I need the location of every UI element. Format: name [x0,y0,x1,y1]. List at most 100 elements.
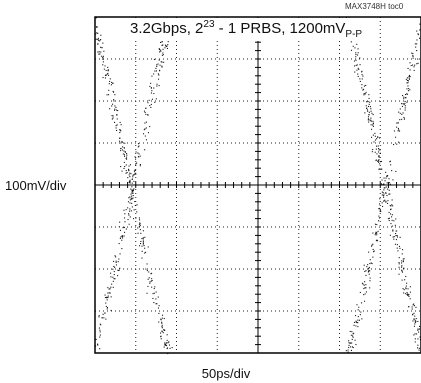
trace-sample [110,309,112,311]
trace-sample [363,288,365,290]
trace-sample [145,121,147,123]
trace-sample [150,273,152,275]
trace-sample [379,203,381,205]
trace-sample [165,45,167,47]
trace-sample [355,52,357,54]
trace-sample [169,347,171,349]
trace-sample [121,248,123,250]
trace-sample [120,124,122,126]
trace-sample [356,304,358,306]
trace-sample [117,261,119,263]
trace-sample [390,223,392,225]
trace-sample [359,57,361,59]
trace-sample [401,265,403,267]
trace-sample [359,314,361,316]
trace-sample [417,347,419,349]
trace-sample [161,317,163,319]
trace-sample [369,106,371,108]
trace-sample [385,200,387,202]
trace-sample [132,176,134,178]
trace-sample [126,156,128,158]
trace-sample [129,199,131,201]
trace-sample [152,297,154,299]
trace-sample [156,64,158,66]
trace-sample [104,65,106,67]
trace-sample [385,192,387,194]
trace-sample [381,191,383,193]
trace-sample [378,151,380,153]
plot-frame [94,16,421,354]
trace-sample [357,322,359,324]
trace-sample [116,118,118,120]
trace-sample [121,239,123,241]
trace-sample [392,230,394,232]
trace-sample [159,51,161,53]
trace-sample [133,174,135,176]
trace-sample [357,309,359,311]
trace-sample [387,202,389,204]
trace-sample [407,90,409,92]
trace-sample [113,91,115,93]
trace-sample [107,292,109,294]
trace-sample [401,260,403,262]
trace-sample [124,155,126,157]
trace-sample [130,198,132,200]
trace-sample [129,172,131,174]
trace-sample [102,61,104,63]
trace-sample [365,105,367,107]
trace-sample [99,53,101,55]
trace-sample [132,197,134,199]
trace-sample [134,172,136,174]
trace-sample [383,177,385,179]
trace-sample [408,77,410,79]
trace-sample [362,75,364,77]
trace-sample [391,216,393,218]
trace-sample [124,221,126,223]
trace-sample [356,69,358,71]
trace-sample [352,347,354,349]
trace-sample [368,103,370,105]
trace-sample [392,236,394,238]
trace-sample [131,189,133,191]
trace-sample [113,100,115,102]
trace-sample [135,151,137,153]
trace-sample [118,258,120,260]
trace-sample [113,265,115,267]
trace-sample [95,38,97,40]
trace-sample [98,51,100,53]
trace-sample [369,263,371,265]
trace-sample [145,139,147,141]
trace-sample [350,342,352,344]
trace-sample [126,172,128,174]
trace-sample [124,142,126,144]
trace-sample [392,229,394,231]
trace-sample [106,73,108,75]
trace-sample [412,320,414,322]
trace-sample [414,64,416,66]
trace-sample [370,117,372,119]
trace-sample [365,274,367,276]
trace-sample [359,291,361,293]
trace-sample [126,158,128,160]
trace-sample [396,143,398,145]
trace-sample [129,179,131,181]
trace-sample [356,43,358,45]
trace-sample [379,168,381,170]
trace-sample [386,182,388,184]
trace-sample [409,69,411,71]
trace-sample [125,158,127,160]
trace-sample [363,85,365,87]
trace-sample [415,306,417,308]
trace-sample [109,80,111,82]
trace-sample [382,205,384,207]
trace-sample [99,323,101,325]
trace-sample [409,62,411,64]
trace-sample [97,37,99,39]
trace-sample [401,105,403,107]
trace-sample [166,334,168,336]
trace-sample [372,123,374,125]
trace-sample [115,256,117,258]
trace-sample [412,53,414,55]
trace-sample [158,74,160,76]
trace-sample [168,341,170,343]
